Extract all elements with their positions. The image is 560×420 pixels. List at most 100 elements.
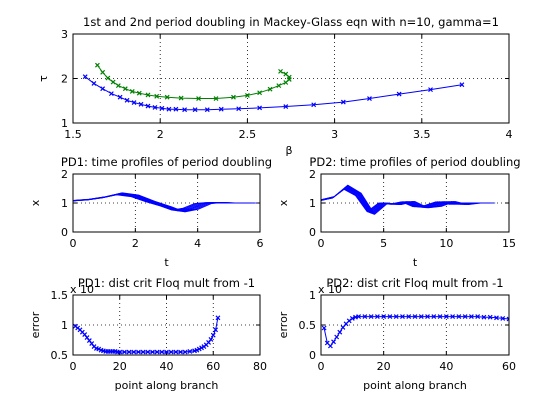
data-point — [334, 334, 340, 340]
data-point — [199, 345, 204, 351]
data-point — [487, 314, 493, 320]
data-point — [196, 96, 201, 101]
data-point — [187, 348, 193, 354]
data-point — [393, 314, 399, 320]
data-point — [500, 315, 506, 321]
profile-curve — [321, 184, 496, 216]
data-point — [136, 90, 142, 96]
data-point — [122, 86, 128, 92]
data-point — [131, 349, 137, 355]
data-point — [91, 80, 97, 86]
x-tick-label: 10 — [439, 237, 453, 250]
data-point — [166, 106, 172, 112]
data-point — [122, 349, 127, 355]
data-point — [115, 83, 121, 89]
series-1 — [73, 192, 258, 213]
y-axis-label: τ — [37, 75, 50, 82]
data-point — [126, 349, 132, 355]
x-axis-label: t — [413, 256, 418, 269]
data-point — [208, 336, 214, 342]
data-point — [356, 314, 362, 320]
x-tick-label: 3.5 — [413, 128, 431, 141]
data-point — [210, 332, 216, 338]
data-point — [182, 349, 188, 355]
data-point — [459, 82, 465, 88]
data-point — [145, 92, 151, 98]
series-1 — [321, 184, 496, 216]
x-tick-label: 0 — [70, 360, 77, 373]
data-point — [231, 94, 236, 100]
data-point — [257, 90, 263, 96]
data-point — [267, 86, 273, 92]
x-tick-label: 1.5 — [64, 128, 82, 141]
chart-4: 0 20 40 60 80 0.5 1 1.5 PD1: dist crit Floq mult… — [29, 276, 267, 392]
x-tick-label: 0 — [70, 237, 77, 250]
data-point — [331, 339, 336, 345]
axes-frame — [320, 294, 510, 356]
data-point — [276, 83, 282, 89]
data-point — [406, 314, 412, 320]
chart-title: 1st and 2nd period doubling in Mackey-Gl… — [83, 15, 499, 29]
y-axis-label: x — [277, 199, 290, 206]
data-point — [131, 100, 137, 105]
y-exponent-label: x 10 — [318, 283, 342, 296]
data-point — [468, 314, 474, 320]
data-point — [204, 107, 210, 113]
data-point — [213, 96, 219, 101]
data-point — [173, 349, 179, 355]
y-tick-label: 1 — [309, 289, 316, 302]
data-point — [381, 314, 387, 320]
data-point — [100, 69, 106, 75]
data-point — [349, 315, 355, 321]
data-point — [236, 106, 242, 112]
data-point — [154, 93, 160, 99]
x-tick-label: 20 — [377, 360, 391, 373]
chart-title: PD1: time profiles of period doubling — [61, 155, 272, 169]
data-point — [368, 314, 374, 320]
data-point — [145, 349, 151, 355]
y-tick-label: 1 — [61, 197, 68, 210]
data-point — [182, 107, 188, 113]
data-point — [494, 315, 499, 321]
y-axis-label: error — [29, 311, 42, 338]
series-1 — [82, 74, 465, 113]
chart-title: PD1: dist crit Floq mult from -1 — [78, 276, 255, 290]
data-point — [110, 79, 116, 85]
y-tick-label: 1 — [61, 319, 68, 332]
data-point — [418, 314, 424, 320]
data-point — [340, 99, 346, 105]
x-tick-label: 15 — [502, 237, 516, 250]
y-exponent-label: x 10 — [70, 283, 94, 296]
y-tick-label: 0.5 — [51, 349, 69, 362]
data-point — [168, 349, 174, 355]
data-point — [136, 349, 141, 355]
x-axis-label: β — [285, 144, 292, 157]
y-tick-label: 0.5 — [299, 319, 317, 332]
data-point — [164, 349, 169, 355]
x-tick-label: 20 — [113, 360, 127, 373]
y-axis-label: error — [277, 311, 290, 338]
data-point — [152, 105, 158, 110]
axes-frame — [72, 33, 510, 124]
data-point — [138, 101, 144, 107]
data-point — [196, 346, 202, 352]
data-point — [481, 314, 487, 320]
data-point — [437, 314, 443, 320]
data-point — [140, 349, 146, 355]
data-point — [124, 97, 130, 103]
x-tick-label: 2 — [132, 237, 139, 250]
x-axis-label: t — [164, 256, 169, 269]
y-tick-label: 3 — [61, 28, 68, 41]
x-tick-label: 0 — [318, 360, 325, 373]
data-point — [129, 88, 135, 94]
y-tick-label: 2 — [309, 168, 316, 181]
data-point — [145, 103, 151, 109]
x-tick-label: 40 — [160, 360, 174, 373]
data-point — [96, 346, 102, 352]
data-point — [215, 315, 221, 321]
x-tick-label: 60 — [206, 360, 220, 373]
chart-title: PD2: dist crit Floq mult from -1 — [326, 276, 503, 290]
data-point — [159, 105, 165, 111]
x-tick-label: 6 — [257, 237, 264, 250]
